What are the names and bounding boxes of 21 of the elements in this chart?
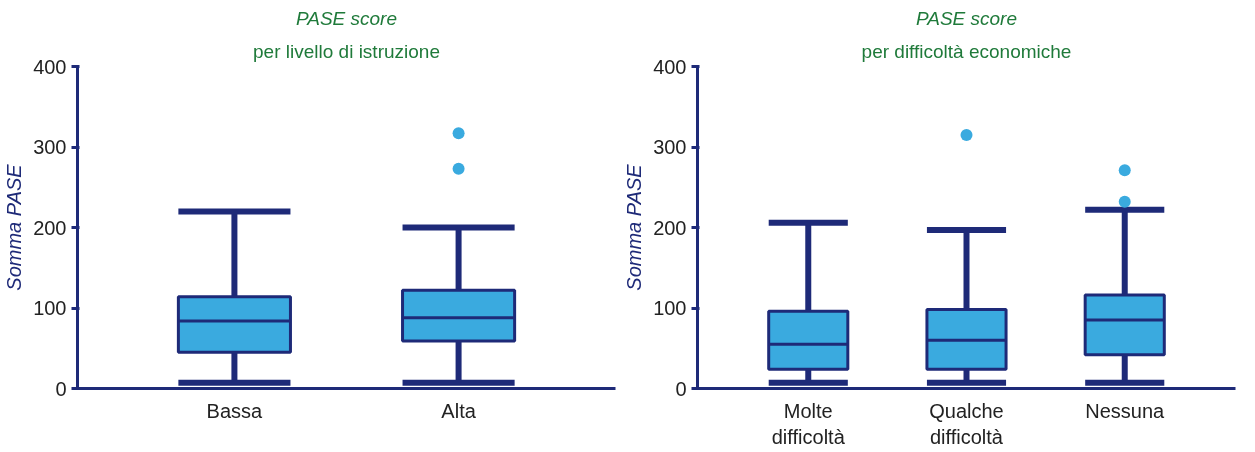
x-tick-label: Nessuna [1085, 399, 1166, 422]
y-tick-label: 400 [33, 55, 67, 78]
chart-title: PASE score [295, 7, 398, 29]
x-tick-label: Qualche difficoltà [929, 399, 1004, 448]
x-tick-label: Molte difficoltà [771, 399, 846, 448]
y-tick-label: 300 [33, 136, 67, 158]
y-tick-label: 200 [653, 216, 687, 239]
y-axis-title: Somma PASE [3, 163, 26, 291]
y-tick-label: 0 [55, 377, 67, 400]
x-tick-label: Bassa [206, 399, 264, 422]
chart-title: PASE score [915, 7, 1018, 29]
chart-subtitle: per livello di istruzione [253, 40, 440, 62]
y-tick-label: 100 [653, 297, 687, 319]
y-tick-label: 100 [33, 297, 67, 319]
y-tick-label: 300 [653, 136, 687, 158]
x-tick-label: Alta [441, 399, 477, 422]
y-tick-label: 400 [653, 55, 687, 78]
y-tick-label: 200 [33, 216, 67, 239]
chart-subtitle: per difficoltà economiche [861, 40, 1072, 62]
y-axis-title: Somma PASE [623, 163, 646, 291]
y-tick-label: 0 [675, 377, 687, 400]
